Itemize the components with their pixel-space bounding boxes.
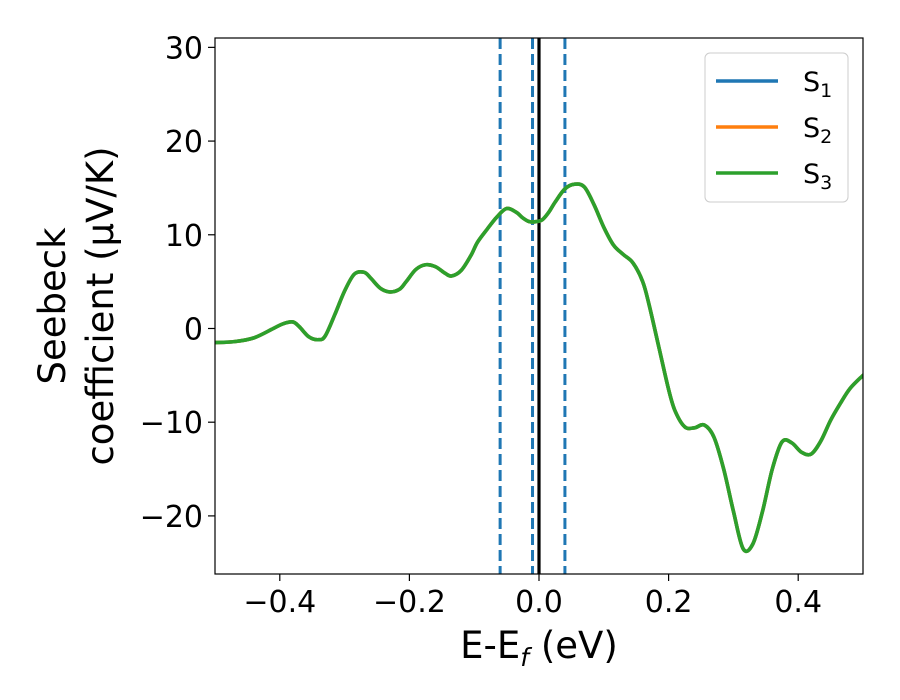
- x-tick-label: −0.2: [373, 585, 446, 620]
- vertical-reference-lines: [498, 38, 567, 574]
- legend-label-main: S: [803, 67, 820, 98]
- y-axis-ticks: −20 −10 0 10 20 30: [140, 31, 215, 535]
- y-tick-label: 30: [165, 31, 203, 66]
- legend-label-s3: S3: [803, 159, 832, 194]
- legend-label-main: S: [803, 159, 820, 190]
- legend-label-subscript: 3: [820, 172, 832, 194]
- y-axis-title-line1: Seebeck: [31, 227, 74, 385]
- legend-label-s2: S2: [803, 113, 832, 148]
- x-axis-title-unit: (eV): [529, 624, 618, 667]
- legend-label-main: S: [803, 113, 820, 144]
- y-axis-title-line2: coefficient (μV/K): [79, 146, 122, 465]
- legend-label-s1: S1: [803, 67, 832, 102]
- y-tick-label: −10: [140, 406, 203, 441]
- x-axis-title: E-Ef (eV): [460, 624, 618, 672]
- x-tick-label: 0.2: [645, 585, 693, 620]
- x-tick-label: −0.4: [243, 585, 316, 620]
- y-tick-label: 10: [165, 219, 203, 254]
- x-tick-label: 0.4: [774, 585, 822, 620]
- data-series-lines: [215, 182, 863, 554]
- x-tick-label: 0.0: [515, 585, 563, 620]
- y-tick-label: 0: [184, 312, 203, 347]
- y-tick-label: −20: [140, 500, 203, 535]
- y-tick-label: 20: [165, 125, 203, 160]
- y-axis-title: Seebeck coefficient (μV/K): [31, 146, 122, 465]
- series-line-s3: [215, 182, 863, 554]
- x-axis-ticks: −0.4 −0.2 0.0 0.2 0.4: [243, 574, 822, 620]
- x-axis-title-main: E-E: [460, 624, 520, 667]
- legend-label-subscript: 2: [820, 126, 832, 148]
- legend-label-subscript: 1: [820, 80, 832, 102]
